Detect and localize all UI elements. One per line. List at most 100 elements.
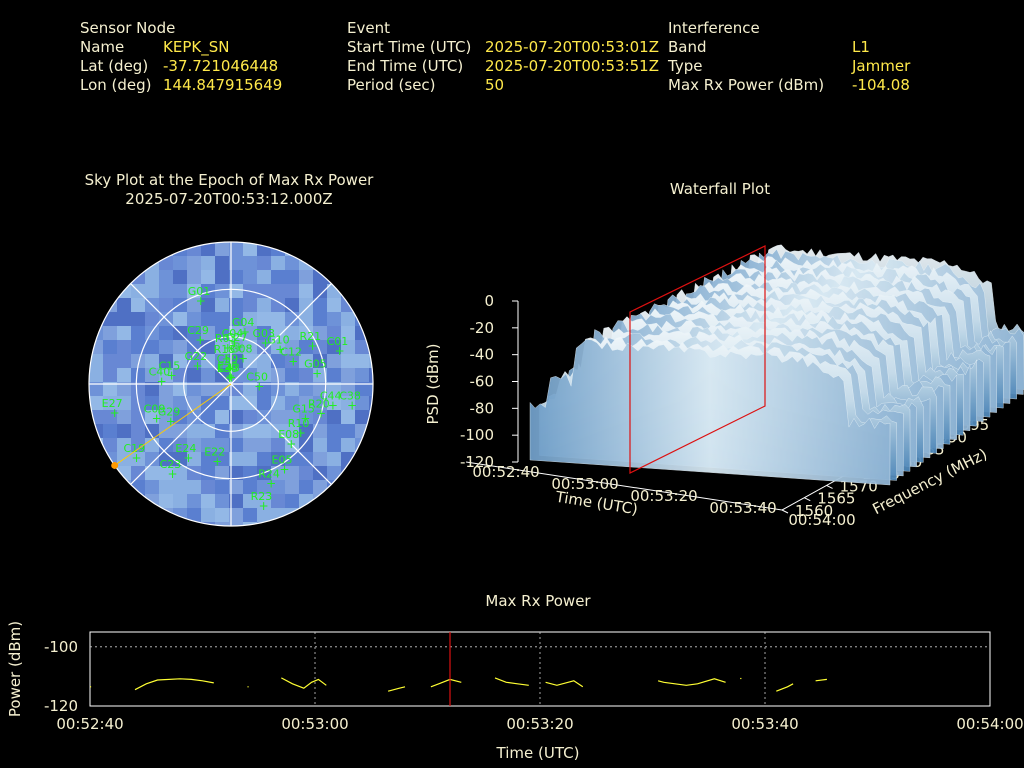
sky-heatmap-cell	[215, 424, 230, 439]
sky-heatmap-cell	[89, 340, 104, 355]
sky-heatmap-cell	[257, 452, 272, 467]
sky-heatmap-cell	[313, 284, 328, 299]
sky-heatmap-cell	[89, 410, 104, 425]
sky-heatmap-cell	[355, 368, 370, 383]
sky-heatmap-cell	[355, 242, 370, 257]
interference-type-value: Jammer	[852, 57, 911, 75]
sky-heatmap-cell	[229, 438, 244, 453]
event-start-value: 2025-07-20T00:53:01Z	[485, 38, 659, 56]
sky-heatmap-cell	[215, 438, 230, 453]
sky-heatmap-cell	[369, 340, 373, 355]
satellite-marker: +	[259, 499, 269, 513]
satellite-label: C40	[149, 366, 171, 379]
satellite-marker: +	[195, 333, 205, 347]
sky-heatmap-cell	[173, 396, 188, 411]
sky-heatmap-cell	[187, 256, 202, 271]
sky-heatmap-cell	[355, 396, 370, 411]
sky-heatmap-cell	[327, 522, 342, 526]
sky-heatmap-cell	[159, 410, 174, 425]
sky-heatmap-cell	[159, 438, 174, 453]
sky-heatmap-cell	[229, 452, 244, 467]
sky-heatmap-cell	[299, 438, 314, 453]
satellite-label: C27	[226, 331, 248, 344]
sky-heatmap-cell	[369, 396, 373, 411]
sky-heatmap-cell	[89, 466, 104, 481]
satellite-marker: +	[296, 426, 306, 440]
waterfall-time-ticks: 00:52:40 00:53:00 00:53:20 00:53:40 00:54:00	[472, 463, 855, 529]
power-series-segment	[494, 677, 529, 686]
sky-heatmap-cell	[187, 312, 202, 327]
sky-heatmap-cell	[341, 368, 356, 383]
sky-heatmap-cell	[215, 256, 230, 271]
sky-heatmap-cell	[313, 480, 328, 495]
sky-heatmap-cell	[355, 466, 370, 481]
sky-heatmap-cell	[201, 270, 216, 285]
sky-heatmap-cell	[229, 340, 244, 355]
sky-heatmap-cell	[201, 424, 216, 439]
sky-heatmap-cell	[285, 424, 300, 439]
sky-heatmap-cell	[131, 438, 146, 453]
sky-heatmap-cell	[257, 396, 272, 411]
satellite-marker: +	[225, 361, 235, 375]
sky-heatmap-cell	[229, 466, 244, 481]
sky-heatmap-cell	[131, 326, 146, 341]
sky-heatmap-cell	[187, 270, 202, 285]
sky-heatmap-cell	[327, 396, 342, 411]
sky-heatmap-cell	[355, 270, 370, 285]
sky-heatmap-cell	[103, 494, 118, 509]
sky-heatmap-cell	[159, 396, 174, 411]
sky-heatmap-cell	[327, 466, 342, 481]
sky-heatmap-cell	[285, 480, 300, 495]
sky-heatmap-cell	[229, 396, 244, 411]
sky-heatmap-cell	[355, 326, 370, 341]
sensor-lon-value: 144.847915649	[163, 76, 283, 94]
sky-heatmap-cell	[369, 452, 373, 467]
sky-heatmap-cell	[187, 326, 202, 341]
jammer-direction-line	[114, 383, 232, 466]
sky-heatmap-cell	[313, 256, 328, 271]
satellite-marker: +	[110, 406, 120, 420]
sky-heatmap-cell	[327, 438, 342, 453]
sky-heatmap-cell	[117, 522, 132, 526]
sky-heatmap-cell	[355, 480, 370, 495]
sky-heatmap-cell	[201, 326, 216, 341]
sky-heatmap-cell	[271, 396, 286, 411]
sky-heatmap-cell	[285, 284, 300, 299]
sky-heatmap-cell	[145, 424, 160, 439]
satellite-marker: +	[335, 344, 345, 358]
sky-heatmap-cell	[369, 284, 373, 299]
sky-heatmap-cell	[215, 242, 230, 257]
event-period-value: 50	[485, 76, 505, 94]
sky-heatmap-cell	[355, 340, 370, 355]
satellite-label: C12	[280, 345, 302, 358]
sky-heatmap-cell	[285, 256, 300, 271]
satellite-label: G22	[185, 350, 208, 363]
sky-heatmap-cell	[173, 452, 188, 467]
satellite-marker: +	[222, 352, 232, 366]
sky-heatmap-cell	[243, 368, 258, 383]
sky-heatmap-cell	[173, 522, 188, 526]
sky-heatmap-cell	[89, 256, 104, 271]
sky-heatmap-cell	[299, 326, 314, 341]
sky-heatmap-cell	[117, 396, 132, 411]
sky-heatmap-cell	[243, 522, 258, 526]
sky-heatmap-cell	[201, 494, 216, 509]
sky-azimuth-spoke	[130, 283, 232, 385]
sky-heatmap-cell	[243, 298, 258, 313]
sky-heatmap-cell	[369, 508, 373, 523]
sky-heatmap-cell	[299, 284, 314, 299]
satellite-marker: +	[266, 476, 276, 490]
sky-heatmap-cell	[117, 354, 132, 369]
sky-heatmap-cell	[271, 508, 286, 523]
sky-heatmap-cell	[201, 508, 216, 523]
sky-heatmap-cell	[243, 270, 258, 285]
satellite-marker: +	[347, 398, 357, 412]
power-series-segment	[430, 678, 462, 688]
sky-heatmap-cell	[243, 354, 258, 369]
sky-heatmap-cell	[355, 256, 370, 271]
waterfall-surface-strip	[529, 338, 891, 486]
sky-heatmap-cell	[145, 340, 160, 355]
sky-satellites: +C43+E36+E25+C59+R18+R03+C04+C27+G04+G08…	[102, 285, 361, 513]
sky-heatmap-cell	[89, 242, 104, 257]
waterfall-frequency-tick-label: 1560	[795, 502, 833, 520]
